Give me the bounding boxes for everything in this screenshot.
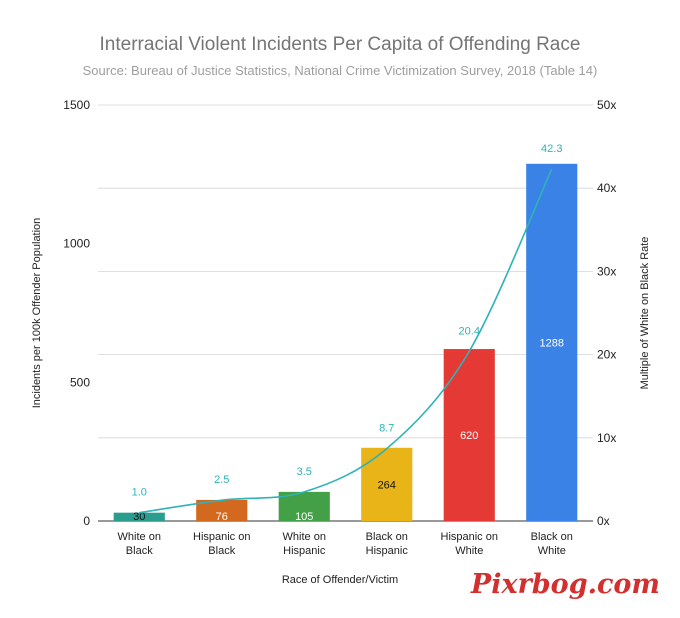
line-data-label: 20.4 [459, 325, 480, 337]
bar-series: 30 76 105 264 620 1288 [113, 163, 578, 523]
x-tick-label: White [538, 545, 566, 557]
bar-data-label: 264 [378, 479, 396, 491]
y-axis-title: Incidents per 100k Offender Population [31, 218, 43, 409]
bar [526, 163, 578, 521]
x-tick-label: Black [208, 545, 235, 557]
bar-data-label: 30 [133, 511, 145, 523]
watermark-logo: Pixrbog.com [470, 569, 660, 600]
gridlines [98, 104, 593, 522]
y2-tick-label: 10x [597, 431, 616, 445]
x-tick-label: Hispanic on [193, 531, 250, 543]
x-tick-label: White [455, 545, 483, 557]
y2-tick-label: 20x [597, 348, 616, 362]
y-tick-label: 1000 [63, 237, 90, 251]
bar-data-label: 105 [295, 511, 313, 523]
y-tick-label: 500 [70, 375, 90, 389]
y2-tick-label: 0x [597, 514, 610, 528]
x-axis-title: Race of Offender/Victim [282, 574, 398, 586]
x-tick-label: Black on [531, 531, 573, 543]
x-tick-label: Black on [366, 531, 408, 543]
y-tick-label: 1500 [63, 98, 90, 112]
line-data-label: 42.3 [541, 143, 562, 155]
chart-subtitle: Source: Bureau of Justice Statistics, Na… [83, 63, 598, 78]
x-tick-label: Black [126, 545, 153, 557]
right-axis-ticks: 0x 10x 20x 30x 40x 50x [597, 98, 616, 528]
category-labels: White on Black Hispanic on Black White on His… [118, 531, 573, 557]
bar-data-label: 1288 [540, 337, 564, 349]
line-data-label: 8.7 [379, 423, 394, 435]
bar-data-label: 620 [460, 430, 478, 442]
bar [196, 499, 248, 521]
y2-tick-label: 30x [597, 264, 616, 278]
x-tick-label: White on [283, 531, 326, 543]
line-data-label: 1.0 [132, 487, 147, 499]
x-tick-label: Hispanic [283, 545, 326, 557]
y2-axis-title: Multiple of White on Black Rate [639, 237, 651, 390]
y-tick-label: 0 [83, 514, 90, 528]
x-tick-label: Hispanic [366, 545, 409, 557]
bar [361, 447, 413, 521]
line-data-label: 3.5 [297, 466, 312, 478]
multiple-line-series: 1.0 2.5 3.5 8.7 20.4 42.3 [132, 143, 562, 514]
y2-tick-label: 50x [597, 98, 616, 112]
line-data-label: 2.5 [214, 474, 229, 486]
x-tick-label: White on [118, 531, 161, 543]
multiple-line [139, 168, 553, 514]
bar-data-label: 76 [216, 511, 228, 523]
x-tick-label: Hispanic on [441, 531, 498, 543]
left-axis-ticks: 0 500 1000 1500 [63, 98, 90, 528]
bar [278, 491, 330, 521]
y2-tick-label: 40x [597, 181, 616, 195]
chart-title: Interracial Violent Incidents Per Capita… [100, 34, 581, 55]
bar [113, 512, 165, 521]
